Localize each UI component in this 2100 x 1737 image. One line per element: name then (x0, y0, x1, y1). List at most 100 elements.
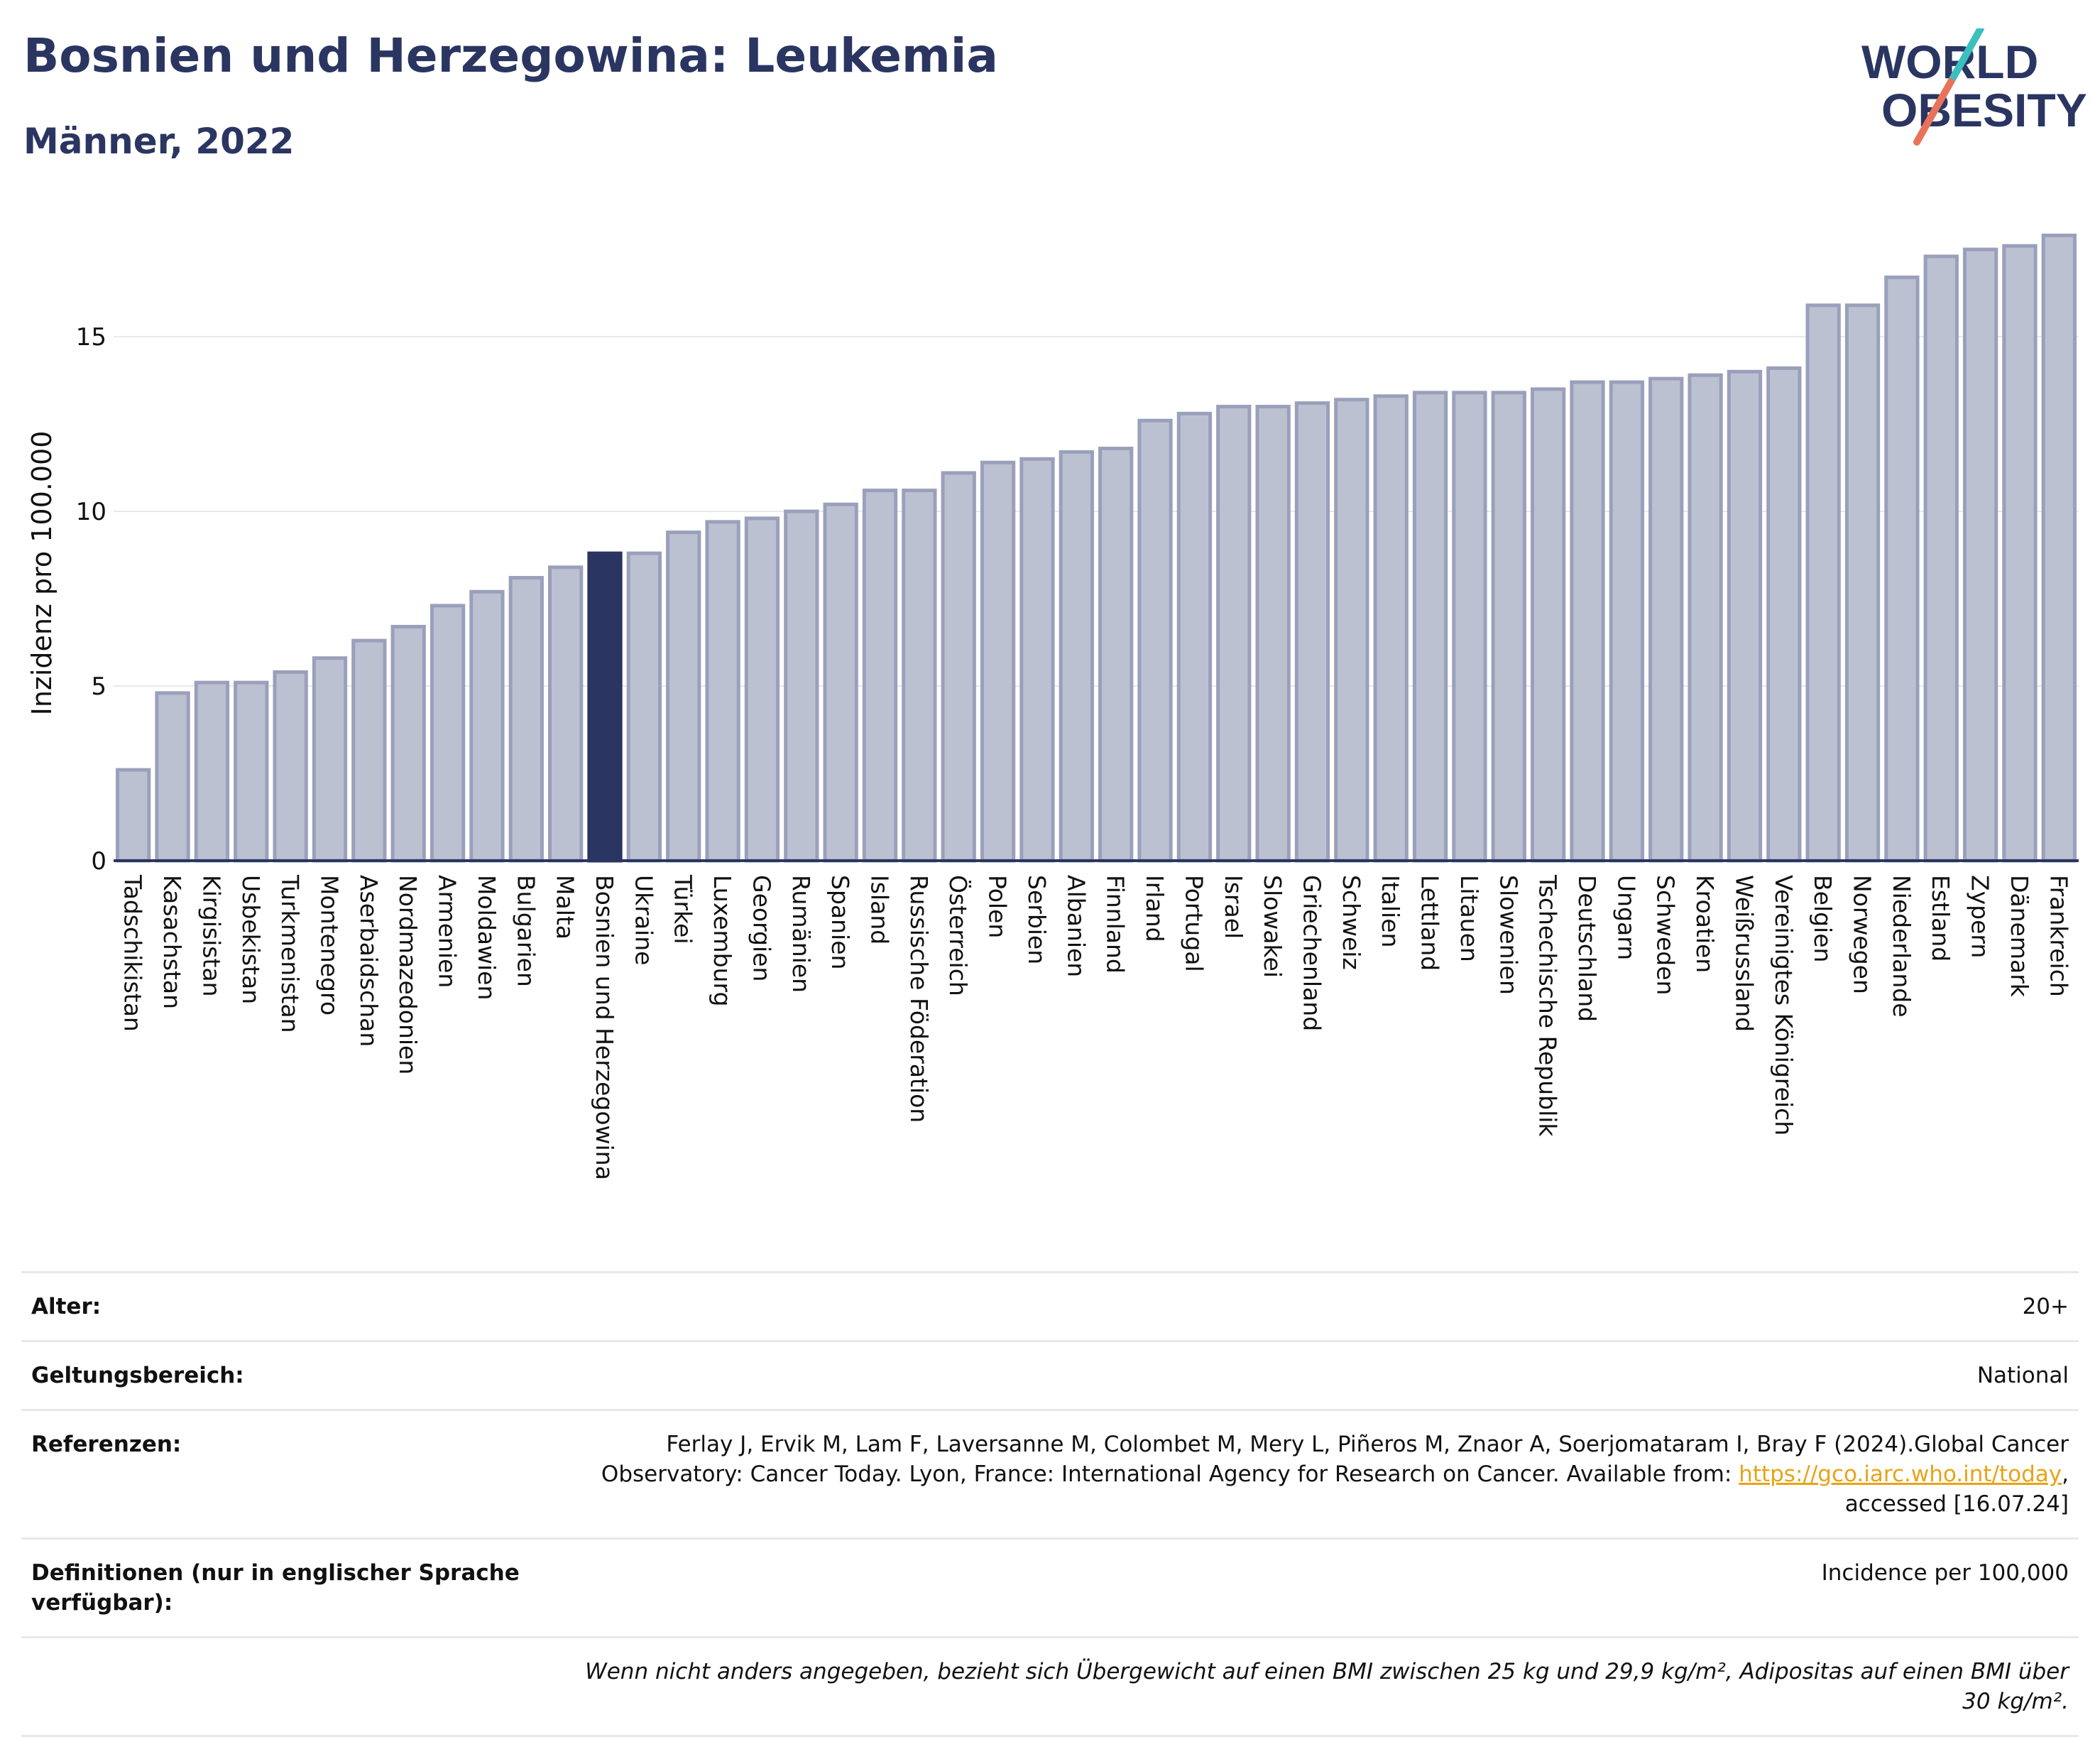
bar-irland[interactable] (1137, 418, 1173, 863)
meta-row-references: Referenzen: Ferlay J, Ervik M, Lam F, La… (21, 1409, 2079, 1537)
bar-tadschikistan[interactable] (116, 768, 151, 863)
bar-polen[interactable] (980, 460, 1016, 863)
bar-kasachstan[interactable] (155, 691, 190, 863)
bar-schweiz[interactable] (1334, 398, 1369, 863)
bar-aserbaidschan[interactable] (351, 638, 387, 863)
bar-moldawien[interactable] (469, 589, 505, 863)
x-tick-label: Niederlande (1888, 875, 1915, 1018)
bar-kirgisistan[interactable] (194, 680, 230, 863)
logo-line-obesity: OBESITY (1881, 84, 2087, 136)
bar-ukraine[interactable] (626, 551, 662, 863)
x-tick-label: Moldawien (473, 875, 501, 1000)
x-tick-label: Vereinigtes Königreich (1770, 875, 1798, 1136)
bar-deutschland[interactable] (1570, 380, 1605, 863)
y-axis-label: Inzidenz pro 100.000 (26, 431, 58, 716)
bar-türkei[interactable] (666, 530, 701, 863)
meta-row-age: Alter: 20+ (21, 1271, 2079, 1340)
bar-georgien[interactable] (744, 516, 780, 863)
references-link[interactable]: https://gco.iarc.who.int/today (1739, 1461, 2062, 1487)
x-tick-label: Island (866, 875, 894, 944)
bar-schweden[interactable] (1648, 376, 1684, 863)
bar-griechenland[interactable] (1294, 401, 1330, 863)
x-tick-label: Georgien (748, 875, 775, 981)
y-tick-label: 5 (91, 673, 106, 701)
x-tick-label: Norwegen (1849, 875, 1876, 994)
x-tick-label: Zypern (1967, 875, 1994, 958)
x-tick-label: Türkei (669, 874, 697, 944)
bar-serbien[interactable] (1019, 457, 1055, 863)
bar-spanien[interactable] (823, 502, 858, 863)
metadata-table: Alter: 20+ Geltungsbereich: National Ref… (21, 1271, 2079, 1737)
bar-ungarn[interactable] (1609, 380, 1645, 863)
definitions-label: Definitionen (nur in englischer Sprache … (31, 1560, 520, 1616)
bar-albanien[interactable] (1059, 450, 1094, 863)
bar-israel[interactable] (1216, 405, 1252, 863)
x-tick-label: Montenegro (315, 875, 343, 1015)
x-tick-label: Ungarn (1612, 875, 1640, 960)
meta-row-definitions: Definitionen (nur in englischer Sprache … (21, 1537, 2079, 1636)
x-tick-label: Italien (1377, 875, 1404, 947)
scope-label: Geltungsbereich: (31, 1363, 244, 1388)
bar-usbekistan[interactable] (234, 680, 269, 863)
x-tick-label: Ukraine (630, 875, 657, 965)
bar-rumänien[interactable] (784, 509, 819, 863)
bar-weißrussland[interactable] (1727, 369, 1763, 863)
bar-slowenien[interactable] (1491, 391, 1526, 863)
bar-estland[interactable] (1923, 254, 1959, 863)
x-tick-label: Schweden (1652, 875, 1680, 995)
bar-finnland[interactable] (1098, 447, 1134, 863)
bar-belgien[interactable] (1805, 303, 1841, 863)
bar-montenegro[interactable] (312, 656, 348, 863)
bar-bulgarien[interactable] (508, 576, 544, 863)
bar-bosnien-und-herzegowina[interactable] (587, 551, 623, 863)
x-tick-label: Tschechische Republik (1534, 874, 1562, 1137)
x-tick-label: Rumänien (787, 875, 815, 993)
bar-portugal[interactable] (1176, 411, 1213, 863)
bar-luxemburg[interactable] (705, 520, 740, 863)
bar-island[interactable] (862, 489, 898, 863)
x-tick-label: Kirgisistan (197, 875, 225, 997)
bar-österreich[interactable] (941, 471, 976, 863)
bar-niederlande[interactable] (1884, 276, 1920, 863)
bar-kroatien[interactable] (1688, 373, 1723, 863)
x-tick-label: Estland (1927, 875, 1954, 962)
x-tick-label: Polen (984, 875, 1012, 938)
bar-norwegen[interactable] (1844, 303, 1881, 863)
bar-frankreich[interactable] (2041, 234, 2077, 863)
x-tick-label: Tadschikistan (119, 874, 147, 1032)
bar-zypern[interactable] (1962, 247, 1998, 863)
bar-slowakei[interactable] (1255, 405, 1291, 863)
bar-dänemark[interactable] (2002, 244, 2038, 863)
x-tick-label: Deutschland (1573, 875, 1601, 1022)
x-tick-label: Portugal (1180, 875, 1208, 972)
x-tick-label: Nordmazedonien (394, 875, 422, 1074)
references-label: Referenzen: (31, 1432, 182, 1457)
x-tick-label: Bulgarien (512, 875, 540, 987)
x-tick-label: Irland (1141, 875, 1169, 942)
bar-malta[interactable] (547, 565, 584, 863)
meta-row-scope: Geltungsbereich: National (21, 1340, 2079, 1409)
x-tick-label: Russische Föderation (905, 875, 933, 1123)
x-tick-label: Turkmenistan (276, 874, 304, 1033)
x-tick-label: Finnland (1102, 875, 1130, 974)
y-tick-label: 0 (91, 847, 106, 876)
bar-nordmazedonien[interactable] (390, 624, 426, 863)
x-tick-label: Schweiz (1338, 875, 1365, 970)
x-tick-label: Bosnien und Herzegowina (591, 875, 618, 1180)
bar-litauen[interactable] (1452, 391, 1487, 863)
bar-lettland[interactable] (1412, 391, 1448, 863)
age-label: Alter: (31, 1294, 102, 1319)
bar-turkmenistan[interactable] (273, 670, 308, 863)
bar-tschechische-republik[interactable] (1530, 387, 1566, 863)
x-tick-label: Luxemburg (709, 875, 736, 1006)
x-tick-label: Slowenien (1494, 875, 1522, 995)
bar-armenien[interactable] (430, 604, 466, 863)
x-tick-label: Usbekistan (237, 875, 265, 1004)
bar-vereinigtes-königreich[interactable] (1766, 366, 1802, 863)
meta-row-note: Wenn nicht anders angegeben, bezieht sic… (21, 1636, 2079, 1737)
bar-russische-föderation[interactable] (902, 489, 937, 863)
references-value: Ferlay J, Ervik M, Lam F, Laversanne M, … (578, 1430, 2069, 1519)
bar-italien[interactable] (1373, 394, 1409, 863)
page-title: Bosnien und Herzegowina: Leukemia (23, 28, 998, 83)
scope-value: National (1976, 1363, 2069, 1388)
